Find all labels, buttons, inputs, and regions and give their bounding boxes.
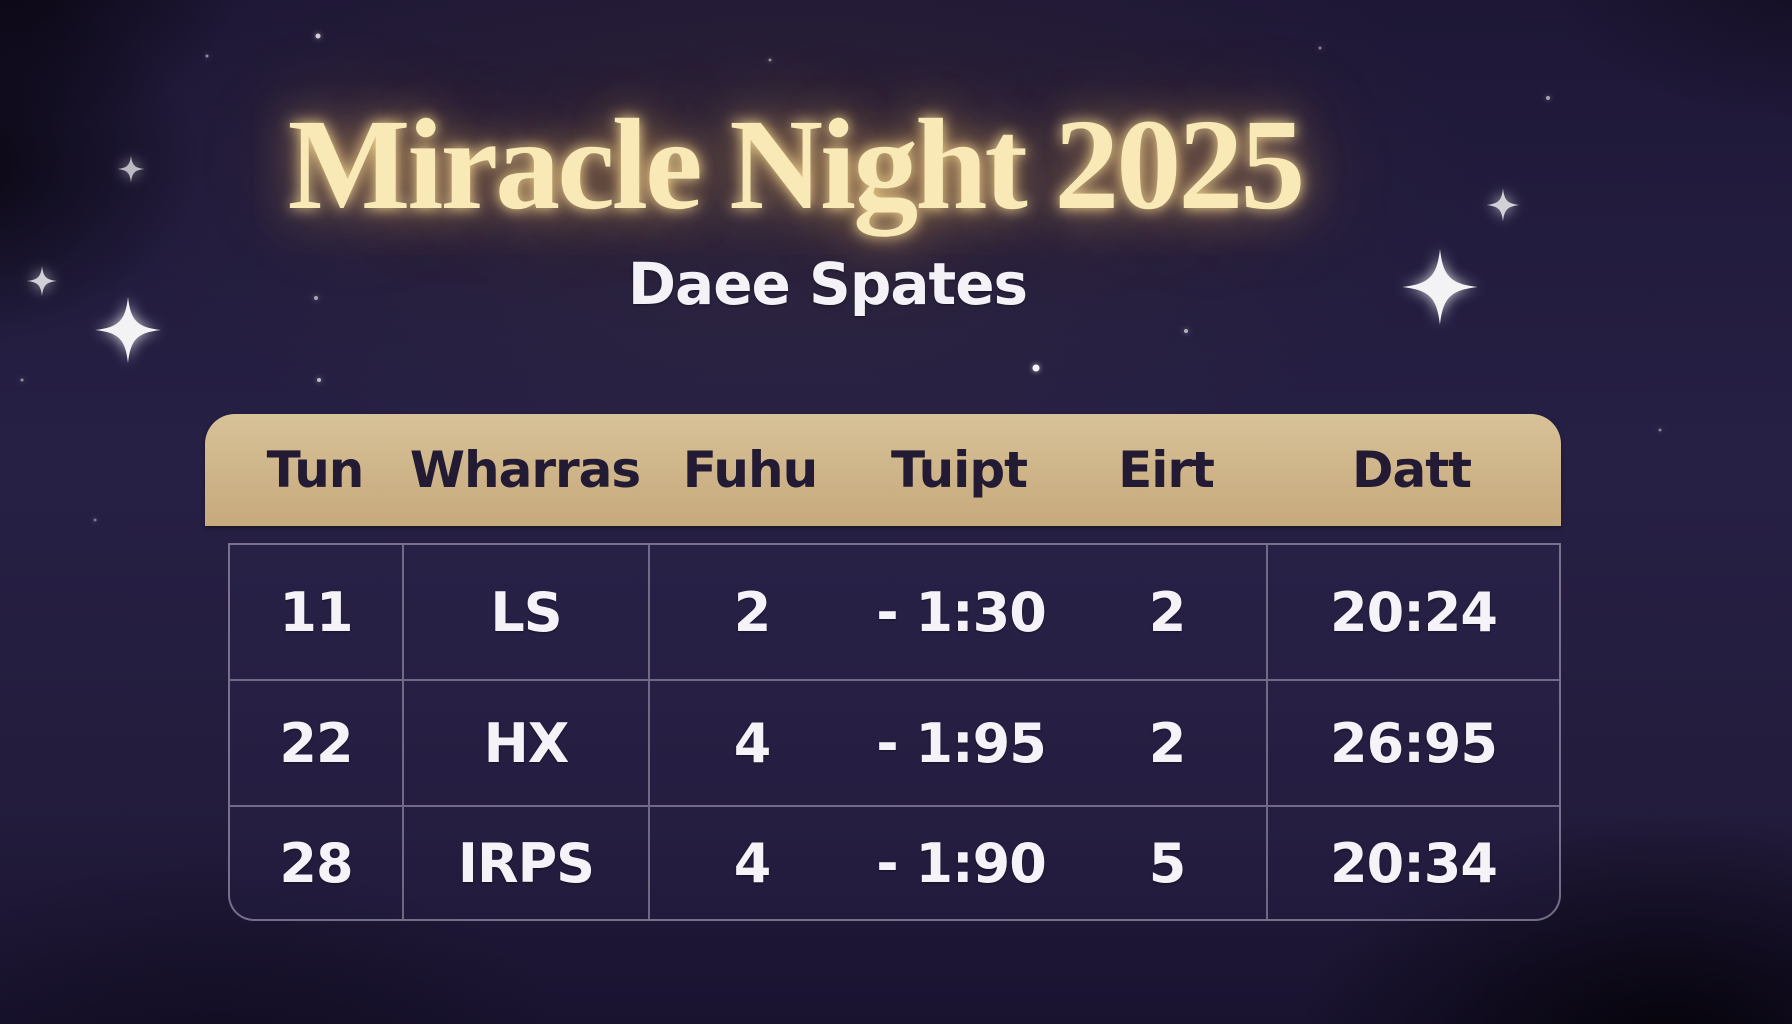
table-header-row: Tun Wharras Fuhu Tuipt Eirt Datt [205,414,1561,526]
cell-eirt: 5 [1068,807,1268,919]
sparkle-star-icon [27,266,57,296]
cell-datt: 20:24 [1330,580,1498,644]
column-header-fuhu: Fuhu [682,441,818,499]
table-row: 22 HX 4 - 1:95 2 26:95 [230,679,1559,805]
cell-tun: 22 [230,681,404,805]
star-dot-icon [317,378,321,382]
cell-eirt: 2 [1068,681,1268,805]
star-dot-icon [768,58,772,62]
sparkle-star-icon [117,155,145,183]
star-dot-icon [93,518,97,522]
star-dot-icon [1318,46,1322,50]
cell-wharras: IRPS [404,807,650,919]
cell-wharras: LS [404,545,650,679]
cell-eirt: 2 [1068,545,1268,679]
cell-fuhu: 4 [733,831,772,895]
cell-tuipt: - 1:95 [876,711,1047,775]
star-dot-icon [315,33,321,39]
star-dot-icon [1184,329,1188,333]
cell-datt: 26:95 [1330,711,1498,775]
table-body: 11 LS 2 - 1:30 2 20:24 22 HX 4 - 1:95 2 … [228,543,1561,921]
sparkle-star-icon [1402,249,1478,325]
star-dot-icon [20,378,24,382]
cell-tuipt: - 1:90 [876,831,1047,895]
cell-tun: 11 [230,545,404,679]
table-row: 11 LS 2 - 1:30 2 20:24 [230,545,1559,679]
cell-fuhu: 4 [733,711,772,775]
column-header-tun: Tun [266,441,365,499]
table-row: 28 IRPS 4 - 1:90 5 20:34 [230,805,1559,919]
sparkle-star-icon [1486,188,1520,222]
schedule-table: Tun Wharras Fuhu Tuipt Eirt Datt 11 LS 2… [205,414,1561,921]
column-header-tuipt: Tuipt [890,441,1028,499]
page-title: Miracle Night 2025 [287,93,1306,237]
page-subtitle: Daee Spates [627,250,1028,318]
star-dot-icon [205,54,209,58]
star-dot-icon [314,296,318,300]
cell-datt: 20:34 [1330,831,1498,895]
cell-fuhu: 2 [733,580,772,644]
cell-tuipt: - 1:30 [876,580,1047,644]
star-dot-icon [1658,428,1662,432]
column-header-datt: Datt [1351,441,1472,499]
cell-wharras: HX [404,681,650,805]
star-dot-icon [1032,364,1040,372]
cell-tun: 28 [230,807,404,919]
star-dot-icon [1546,96,1550,100]
column-header-eirt: Eirt [1118,441,1215,499]
column-header-wharras: Wharras [409,441,641,499]
sparkle-star-icon [95,297,161,363]
